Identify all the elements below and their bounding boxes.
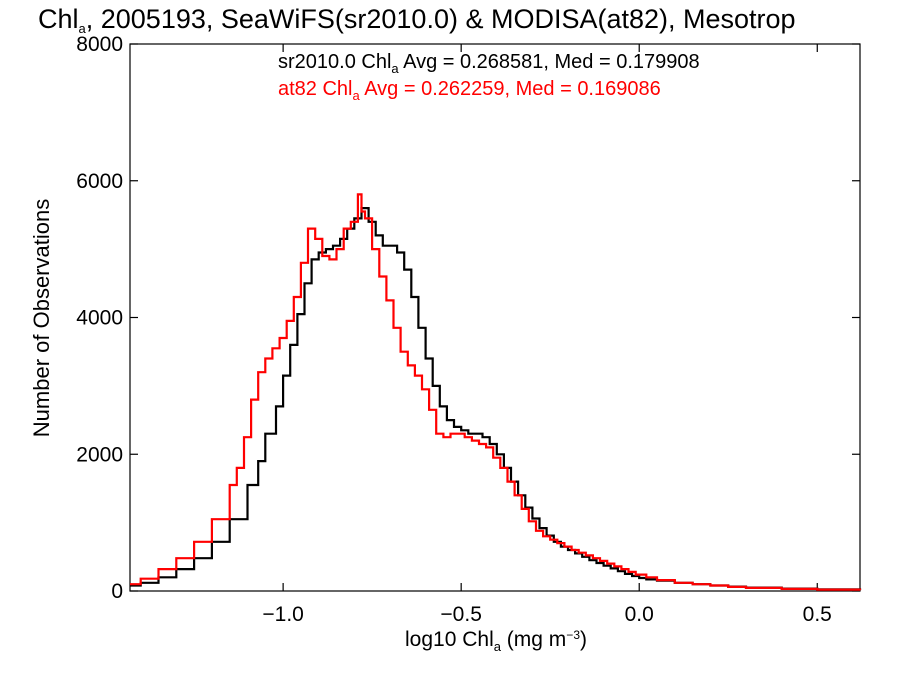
series-line-sr2010.0 <box>130 207 862 591</box>
chart-title: Chla, 2005193, SeaWiFS(sr2010.0) & MODIS… <box>38 4 796 36</box>
x-tick-label: −0.5 <box>440 603 481 626</box>
y-tick-label: 8000 <box>76 33 123 56</box>
plot-frame <box>129 43 861 592</box>
series-line-at82 <box>130 193 862 591</box>
y-axis-label: Number of Observations <box>29 198 54 438</box>
y-tick-label: 6000 <box>76 170 123 193</box>
x-axis-label: log10 Chla (mg m−3) <box>405 628 587 654</box>
x-tick-label: −1.0 <box>262 603 303 626</box>
legend-entry-at82: at82 Chla Avg = 0.262259, Med = 0.169086 <box>278 78 661 103</box>
legend-entry-sr2010: sr2010.0 Chla Avg = 0.268581, Med = 0.17… <box>278 51 700 76</box>
x-tick-label: 0.0 <box>625 603 654 626</box>
x-tick-label: 0.5 <box>803 603 832 626</box>
y-tick-label: 2000 <box>76 443 123 466</box>
y-tick-label: 4000 <box>76 307 123 330</box>
y-tick-label: 0 <box>111 580 123 603</box>
